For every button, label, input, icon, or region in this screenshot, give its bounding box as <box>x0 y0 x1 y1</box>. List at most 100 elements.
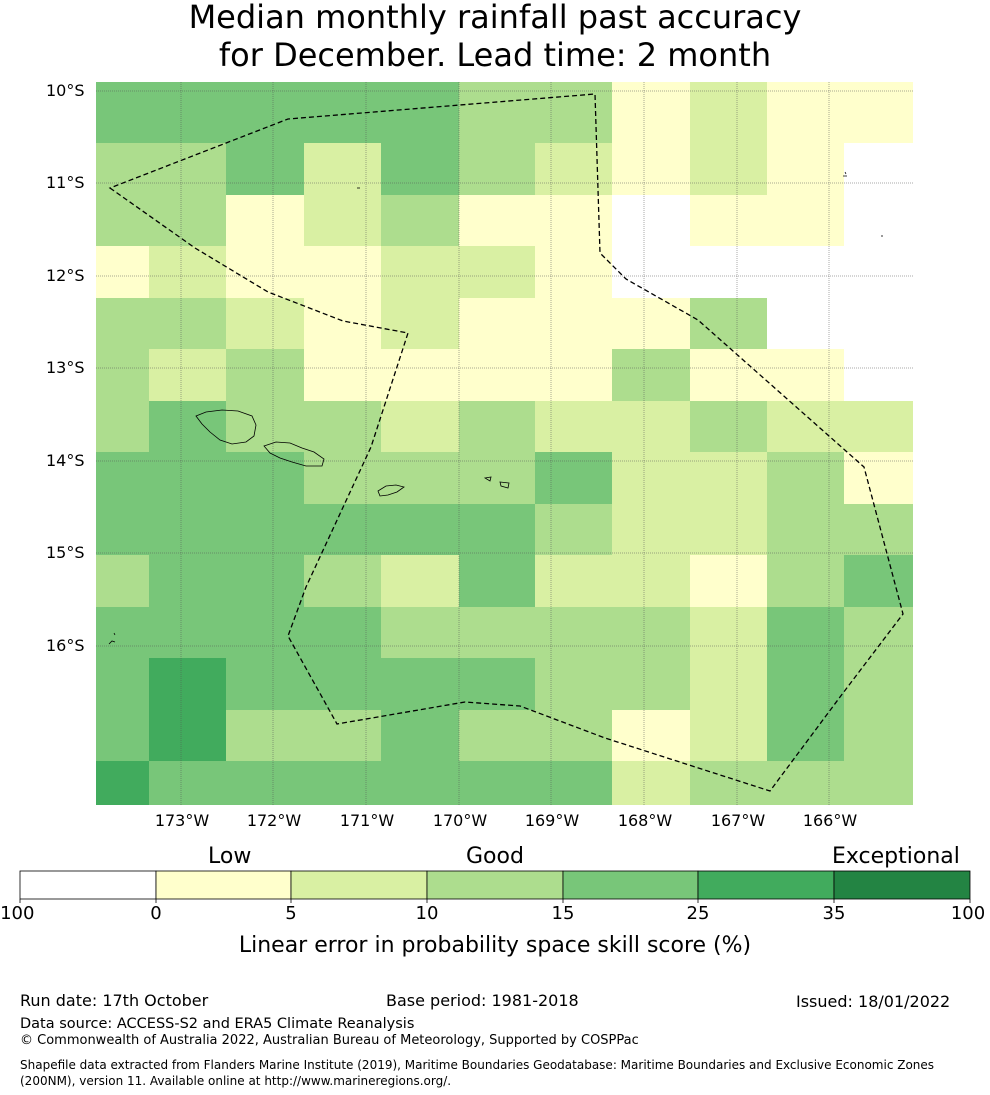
longitude-label: 171°W <box>339 811 395 830</box>
skill-cell <box>690 246 767 298</box>
island-tau <box>499 481 510 489</box>
skill-cell <box>690 349 767 401</box>
skill-cell <box>690 761 767 805</box>
longitude-label: 169°W <box>524 811 580 830</box>
skill-cell <box>767 195 844 246</box>
skill-cell <box>535 82 612 143</box>
graticule <box>96 82 913 805</box>
skill-cell <box>612 555 690 607</box>
skill-cell <box>96 349 149 401</box>
skill-cell <box>612 504 690 555</box>
skill-cell <box>96 246 149 298</box>
copyright: © Commonwealth of Australia 2022, Austra… <box>20 1033 639 1048</box>
skill-cell <box>844 555 913 607</box>
skill-cell <box>459 658 535 710</box>
skill-cell <box>226 452 304 504</box>
skill-cell <box>381 555 459 607</box>
skill-cell <box>304 658 381 710</box>
skill-cell <box>149 761 226 805</box>
skill-cell <box>459 607 535 658</box>
skill-cell <box>96 82 149 143</box>
skill-cell <box>381 452 459 504</box>
skill-cell <box>535 761 612 805</box>
run-date: Run date: 17th October <box>20 991 209 1010</box>
skill-cell <box>149 555 226 607</box>
colorbar-tick-label: 5 <box>285 903 297 924</box>
skill-cell <box>149 504 226 555</box>
skill-cell <box>226 761 304 805</box>
skill-cell <box>612 349 690 401</box>
island-ofu <box>483 476 492 482</box>
colorbar-segment <box>426 870 564 900</box>
skill-cell <box>612 607 690 658</box>
skill-cell <box>767 298 844 349</box>
skill-cell <box>844 195 913 246</box>
skill-cell <box>149 298 226 349</box>
legend-category-exceptional: Exceptional <box>832 844 960 869</box>
skill-cell <box>690 658 767 710</box>
skill-cell <box>226 349 304 401</box>
skill-cell <box>767 607 844 658</box>
island-upolu <box>263 441 325 467</box>
longitude-label: 168°W <box>617 811 673 830</box>
island-tokelau-1 <box>843 171 847 177</box>
colorbar-tick-label: 25 <box>686 903 710 924</box>
colorbar-tick-label: 35 <box>822 903 846 924</box>
skill-cell <box>149 401 226 452</box>
skill-cell <box>96 195 149 246</box>
skill-cell <box>535 452 612 504</box>
latitude-label: 10°S <box>46 81 85 100</box>
colorbar-tick-label: 0 <box>150 903 162 924</box>
skill-cell <box>459 761 535 805</box>
skill-cell <box>535 607 612 658</box>
skill-cell <box>149 246 226 298</box>
skill-cell <box>690 504 767 555</box>
skill-cell <box>612 82 690 143</box>
longitude-label: 173°W <box>154 811 210 830</box>
skill-cell <box>96 555 149 607</box>
skill-cell <box>149 143 226 195</box>
skill-cell <box>612 298 690 349</box>
skill-cell <box>381 710 459 761</box>
skill-cell <box>304 143 381 195</box>
skill-cell <box>96 761 149 805</box>
skill-cell <box>381 401 459 452</box>
skill-cell <box>844 761 913 805</box>
island-tutuila <box>377 484 405 497</box>
skill-cell <box>767 555 844 607</box>
skill-cell <box>459 246 535 298</box>
longitude-label: 166°W <box>802 811 858 830</box>
skill-cell <box>226 298 304 349</box>
skill-cell <box>535 195 612 246</box>
skill-cell <box>381 143 459 195</box>
colorbar-segment <box>155 870 292 900</box>
skill-cell <box>844 349 913 401</box>
skill-cell <box>304 246 381 298</box>
skill-cell <box>690 82 767 143</box>
skill-grid <box>96 82 913 805</box>
skill-cell <box>459 452 535 504</box>
skill-cell <box>844 658 913 710</box>
skill-cell <box>844 401 913 452</box>
skill-cell <box>459 298 535 349</box>
skill-cell <box>96 607 149 658</box>
skill-cell <box>381 298 459 349</box>
longitude-label: 170°W <box>432 811 488 830</box>
skill-cell <box>304 298 381 349</box>
skill-cell <box>612 761 690 805</box>
skill-cell <box>844 143 913 195</box>
skill-cell <box>535 710 612 761</box>
skill-cell <box>96 143 149 195</box>
island-wallis <box>108 632 116 645</box>
latitude-label: 14°S <box>46 451 85 470</box>
land-outlines <box>108 171 883 645</box>
skill-cell <box>767 349 844 401</box>
longitude-label: 167°W <box>710 811 766 830</box>
skill-cell <box>381 195 459 246</box>
skill-cell <box>690 710 767 761</box>
skill-cell <box>690 401 767 452</box>
skill-cell <box>226 710 304 761</box>
skill-cell <box>844 710 913 761</box>
skill-cell <box>304 504 381 555</box>
